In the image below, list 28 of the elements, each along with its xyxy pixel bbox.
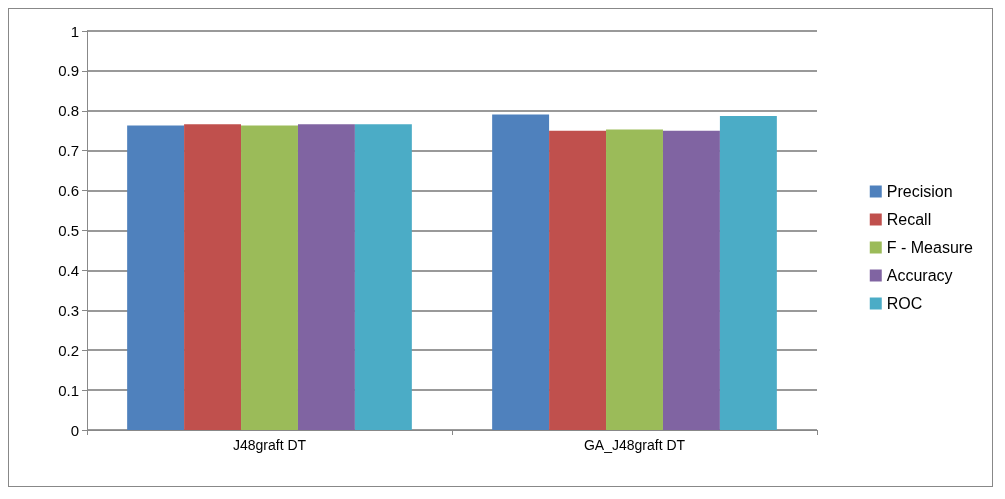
y-tick-label: 0.4 bbox=[58, 261, 79, 279]
y-tick-label: 0.2 bbox=[58, 341, 79, 359]
y-tick-label: 0.8 bbox=[58, 102, 79, 120]
legend-label: Recall bbox=[886, 211, 932, 228]
legend-label: F - Measure bbox=[886, 239, 974, 256]
y-tick-label: 0.9 bbox=[58, 62, 79, 80]
y-tick-label: 1 bbox=[70, 22, 79, 40]
bar bbox=[492, 114, 550, 430]
y-tick-label: 0.1 bbox=[58, 381, 79, 399]
bar bbox=[719, 115, 777, 430]
bar bbox=[184, 124, 242, 430]
legend-label: ROC bbox=[886, 295, 923, 312]
bar bbox=[662, 130, 720, 430]
legend-label: Accuracy bbox=[886, 267, 953, 284]
bar bbox=[241, 125, 298, 430]
y-tick-label: 0.3 bbox=[58, 301, 79, 319]
y-tick-label: 0.6 bbox=[58, 182, 79, 200]
y-tick-label: 0.7 bbox=[58, 142, 79, 160]
bar bbox=[297, 124, 355, 430]
bar bbox=[549, 130, 607, 430]
legend-label: Precision bbox=[886, 183, 953, 200]
bar bbox=[606, 129, 663, 430]
y-tick-label: 0 bbox=[70, 421, 79, 439]
y-tick-label: 0.5 bbox=[58, 222, 79, 239]
bar bbox=[127, 125, 185, 430]
bar bbox=[354, 124, 412, 430]
x-tick-label: J48graft DT bbox=[232, 437, 307, 453]
x-tick-label: GA_J48graft DT bbox=[583, 437, 686, 453]
